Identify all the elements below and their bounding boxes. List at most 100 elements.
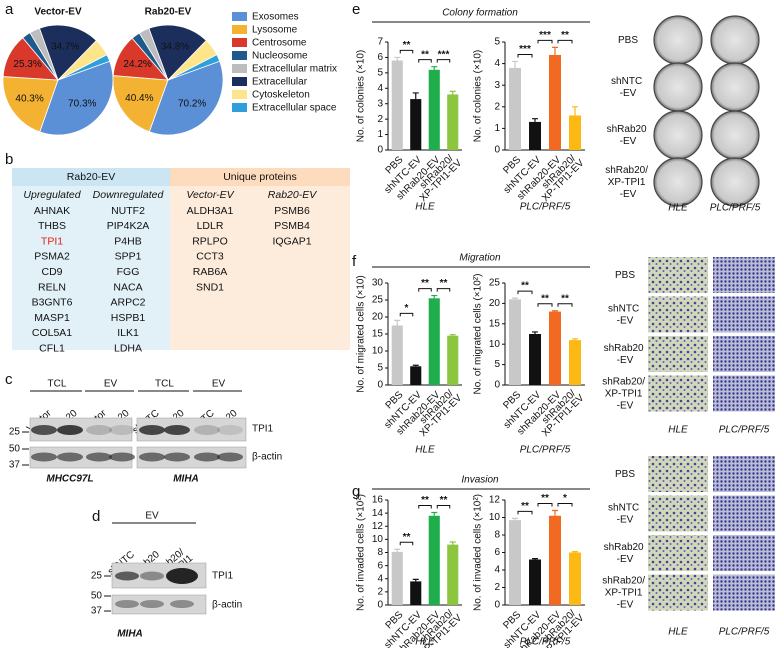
y-tick-label: 5 [494, 359, 500, 370]
table-cell: SPP1 [115, 251, 142, 263]
legend-label: Extracellular [252, 77, 308, 88]
y-tick-label: 20 [489, 298, 501, 309]
image-row-label: shRab20 -EV [604, 542, 647, 565]
table-cell: COL5A1 [32, 327, 72, 339]
cell-line: MIHA [173, 474, 199, 485]
table-cell: THBS [38, 220, 66, 232]
y-tick-label: 10 [372, 346, 384, 357]
error-bar [431, 66, 438, 70]
bar [549, 311, 561, 385]
bar [509, 299, 521, 385]
table-cell: CFL1 [39, 342, 65, 354]
error-bar [552, 310, 558, 312]
mw-marker: 25 [91, 571, 103, 582]
cell-image [713, 456, 775, 492]
error-bar [394, 319, 401, 326]
bar [447, 544, 459, 605]
bar [549, 54, 561, 150]
y-tick-label: 12 [372, 521, 384, 532]
pie-label: 25.3% [13, 59, 41, 70]
significance-label: ** [521, 501, 529, 512]
colony-plate [653, 110, 703, 160]
table-cell: ILK1 [117, 327, 139, 339]
significance-label: *** [539, 30, 551, 41]
table-cell: PIP4K2A [107, 220, 150, 232]
table-cell: NACA [113, 281, 142, 293]
cell-image [648, 574, 708, 611]
table-column-header: Downregulated [93, 189, 165, 201]
colony-plate [653, 62, 703, 112]
significance-bracket [537, 503, 553, 507]
blot-strip [111, 594, 207, 615]
y-tick-label: 14 [372, 508, 384, 519]
error-bar [412, 578, 419, 582]
table-cell: ALDH3A1 [187, 205, 234, 217]
table-cell: HSPB1 [111, 312, 146, 324]
error-bar [572, 338, 578, 341]
colony-plate [653, 157, 703, 207]
error-bar [552, 509, 558, 516]
cell-image [648, 535, 708, 571]
table-cell: MASP1 [34, 312, 70, 324]
image-row-label: shNTC -EV [608, 303, 642, 326]
significance-bracket [557, 303, 573, 307]
pie-slice [39, 60, 114, 136]
table-cell: PSMA2 [34, 251, 70, 263]
cell-image [713, 375, 775, 412]
error-bar [394, 548, 401, 552]
blot-band [194, 425, 220, 435]
significance-bracket [399, 312, 414, 317]
blot-header: TCL [155, 379, 174, 390]
significance-label: ** [541, 493, 549, 504]
bar [391, 551, 403, 605]
y-axis-label: No. of colonies (×10) [356, 50, 367, 143]
error-bar [449, 334, 456, 336]
y-tick-label: 7 [377, 37, 383, 48]
y-tick-label: 2 [377, 114, 383, 125]
x-axis-label: PLC/PRF/5 [520, 445, 571, 456]
table-cell: SND1 [196, 281, 224, 293]
significance-bracket [517, 510, 533, 515]
error-bar [512, 60, 518, 68]
panel-label: d [92, 508, 100, 525]
protein-label: β-actin [252, 452, 282, 463]
blot-band [139, 425, 165, 435]
table-cell: IQGAP1 [272, 235, 311, 247]
significance-label: ** [541, 293, 549, 304]
y-axis-label: No. of colonies (×10) [473, 50, 484, 143]
table-cell: PSMB6 [274, 205, 310, 217]
cell-image [713, 257, 775, 293]
y-tick-label: 0 [494, 145, 500, 156]
bar [529, 121, 541, 150]
image-row-label: shNTC -EV [611, 76, 645, 99]
table-column-header: Vector-EV [186, 189, 234, 201]
cell-image [648, 257, 708, 293]
y-tick-label: 2 [494, 582, 500, 593]
legend-label: Extracellular matrix [252, 64, 337, 75]
significance-label: ** [561, 30, 569, 41]
pie-label: 40.4% [125, 93, 153, 104]
blot-header: EV [145, 511, 159, 522]
significance-bracket [418, 59, 432, 63]
table-head-left [12, 168, 170, 186]
image-column-label: HLE [668, 627, 688, 638]
blot-band [140, 571, 164, 581]
image-row-label: shRab20 -EV [604, 343, 647, 366]
bar [447, 94, 459, 150]
bar [509, 520, 521, 605]
significance-label: ** [440, 278, 448, 289]
panel-label: f [352, 253, 357, 270]
bar [410, 99, 422, 150]
significance-bracket [399, 49, 414, 54]
image-row-label: PBS [618, 35, 638, 46]
pie-label: 40.3% [15, 93, 43, 104]
bar [428, 69, 440, 150]
pie-label: 34.8% [161, 41, 189, 52]
panel-label: b [5, 151, 13, 168]
cell-image [713, 574, 775, 611]
significance-label: ** [421, 278, 429, 289]
legend-label: Lysosome [252, 25, 298, 36]
y-axis-label: No. of migrated cells (×10²) [473, 274, 484, 395]
significance-bracket [537, 39, 553, 44]
significance-bracket [399, 541, 414, 546]
